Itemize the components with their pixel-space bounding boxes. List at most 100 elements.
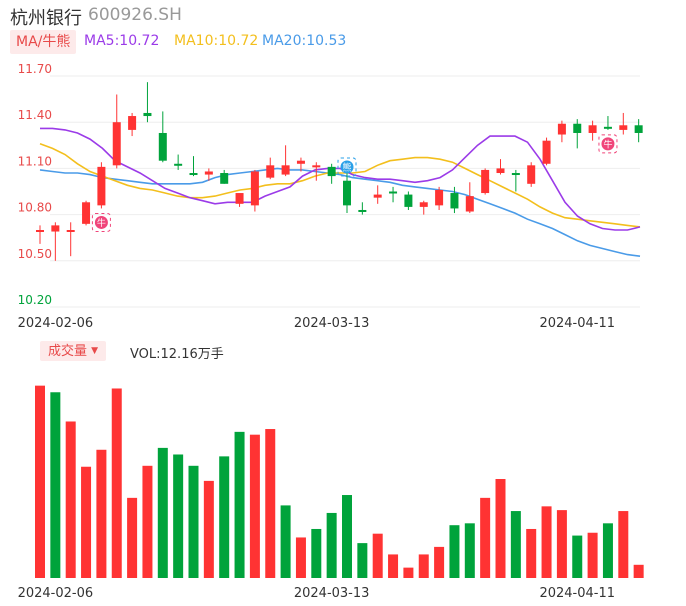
candle-body <box>296 160 305 164</box>
ma5-label: MA5:10.72 <box>84 33 160 49</box>
candle-body <box>573 123 582 133</box>
ma5-line <box>40 127 641 231</box>
ma10-line <box>39 143 641 228</box>
volume-bar <box>418 554 429 578</box>
candle <box>143 82 152 123</box>
ma20-label: MA20:10.53 <box>262 33 347 49</box>
volume-bar <box>556 510 567 578</box>
volume-bar <box>510 511 521 578</box>
candle <box>496 159 505 175</box>
volume-bar <box>587 532 598 578</box>
candle <box>66 222 75 257</box>
volume-bar <box>157 447 168 578</box>
volume-bar <box>203 480 214 578</box>
candle-body <box>358 209 367 212</box>
candle-body <box>51 225 60 232</box>
candle <box>619 112 628 135</box>
volume-bar <box>295 537 306 578</box>
candle-body <box>465 196 474 212</box>
candle-body <box>66 230 75 232</box>
volume-bar <box>602 523 613 578</box>
volume-bar <box>572 535 583 578</box>
candle <box>174 154 183 170</box>
candle-body <box>619 125 628 130</box>
candle-body <box>174 163 183 166</box>
candle <box>128 112 137 137</box>
candle <box>343 173 351 214</box>
volume-bar <box>449 525 460 578</box>
candle-body <box>189 173 198 176</box>
candle-body <box>435 189 444 206</box>
ma20-line <box>39 167 641 257</box>
volume-bar <box>127 497 138 578</box>
candle <box>36 225 44 244</box>
volume-bar <box>311 528 322 578</box>
y-tick-label: 11.10 <box>18 154 52 168</box>
candle-body <box>419 202 428 207</box>
candle-body <box>220 173 229 184</box>
candle-body <box>281 165 290 175</box>
volume-bar <box>326 512 337 578</box>
x-tick-label: 2024-04-11 <box>539 586 615 601</box>
candle <box>189 156 198 177</box>
candle <box>419 200 428 215</box>
candle <box>542 137 551 166</box>
volume-bar <box>480 497 491 578</box>
candle <box>557 120 566 143</box>
candle-body <box>481 169 490 194</box>
candle <box>389 186 398 203</box>
candle <box>250 169 259 212</box>
svg-text:熊: 熊 <box>342 162 351 174</box>
candle-body <box>588 125 597 133</box>
volume-bar <box>142 465 153 578</box>
svg-text:牛: 牛 <box>603 138 612 150</box>
volume-bar <box>249 434 260 578</box>
candle-body <box>404 194 413 207</box>
candle <box>465 182 474 214</box>
x-tick-label: 2024-02-06 <box>18 316 94 331</box>
volume-bar <box>280 505 291 578</box>
candle <box>312 162 321 181</box>
volume-bar <box>618 511 629 578</box>
ma-indicator-selector[interactable]: MA/牛熊 <box>10 30 77 54</box>
volume-bar <box>50 392 61 578</box>
candle <box>220 169 229 184</box>
candle <box>266 157 275 180</box>
candle <box>97 162 106 209</box>
svg-text:牛: 牛 <box>97 217 106 229</box>
candle-body <box>266 165 275 178</box>
x-tick-label: 2024-03-13 <box>294 586 370 601</box>
x-tick-label: 2024-02-06 <box>18 586 94 601</box>
candle-body <box>204 171 213 175</box>
stock-code: 600926.SH <box>88 5 182 25</box>
candle-body <box>542 140 551 164</box>
candle <box>527 162 536 187</box>
volume-bar <box>342 495 352 578</box>
candle-body <box>158 132 167 161</box>
y-tick-label: 10.50 <box>18 247 52 261</box>
candle-body <box>36 230 44 232</box>
x-tick-label: 2024-03-13 <box>294 316 370 331</box>
candle <box>204 168 213 181</box>
volume-bar <box>65 421 76 578</box>
candle <box>603 116 612 130</box>
candle-body <box>603 126 612 129</box>
volume-bar <box>265 429 276 578</box>
candle-body <box>97 166 106 206</box>
ma10-label: MA10:10.72 <box>174 33 259 49</box>
volume-indicator-selector[interactable]: 成交量 ▼ <box>40 341 107 361</box>
volume-bar <box>372 533 383 578</box>
candle-body <box>557 123 566 135</box>
bull-marker-icon: 牛 <box>91 212 111 232</box>
y-tick-label: 11.70 <box>18 62 52 76</box>
candle-body <box>389 191 398 194</box>
candle <box>435 186 444 210</box>
volume-bar <box>111 388 122 578</box>
volume-bar <box>81 466 92 578</box>
candle <box>112 94 121 169</box>
y-tick-label: 11.40 <box>18 108 52 122</box>
candle-body <box>527 165 536 184</box>
volume-bar <box>173 454 184 578</box>
candle-body <box>312 165 321 168</box>
